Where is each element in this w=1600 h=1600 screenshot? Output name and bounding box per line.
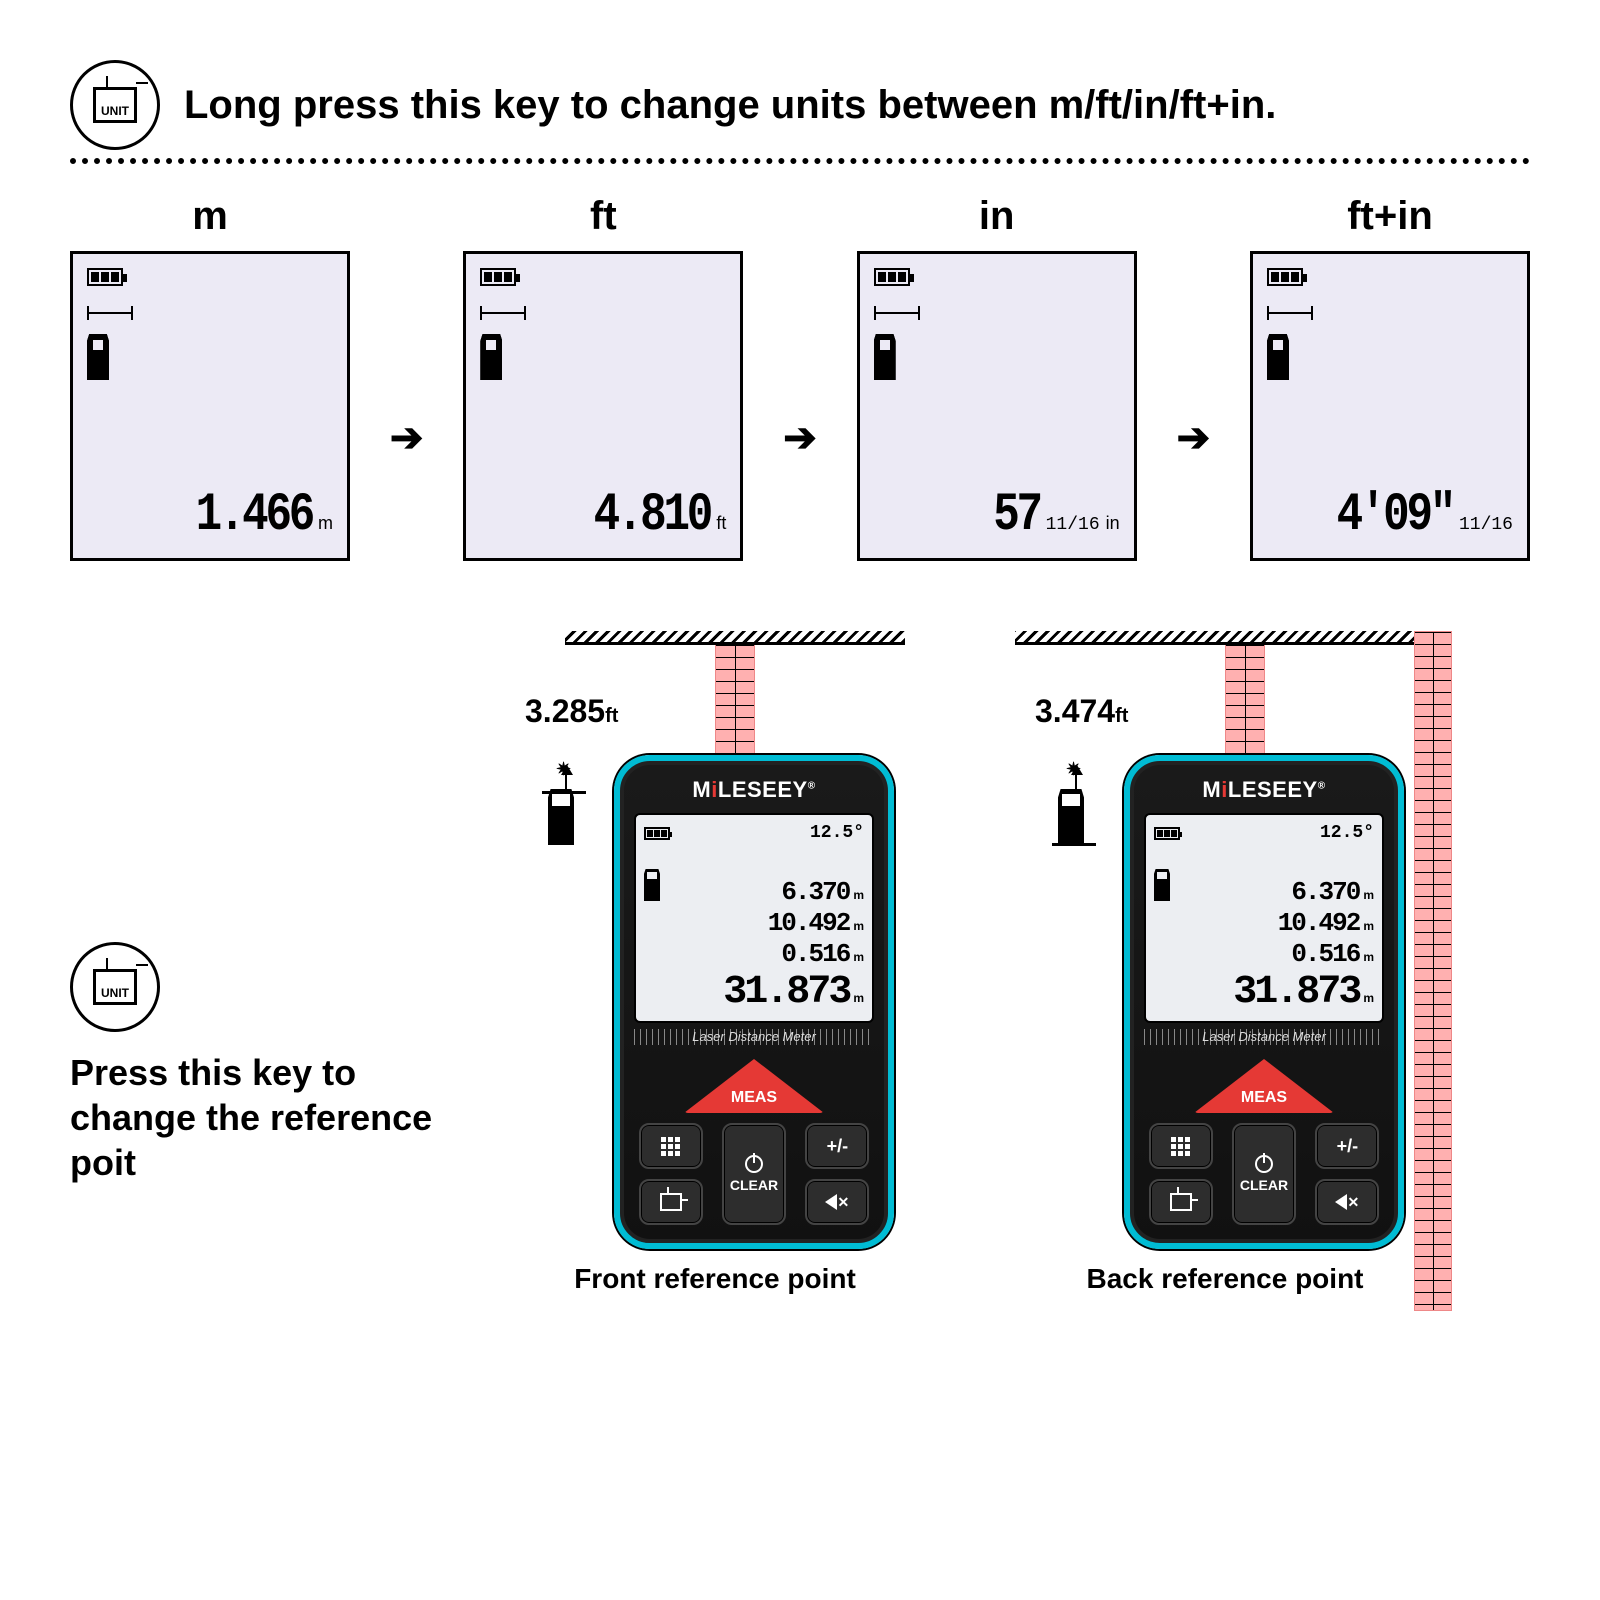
angle-readout: 12.5°: [810, 823, 864, 843]
grid-button[interactable]: [1149, 1123, 1213, 1169]
device-screen: 12.5° 6.370m 10.492m 0.516m 31.873m: [634, 813, 874, 1023]
meas-button[interactable]: MEAS: [684, 1059, 824, 1113]
battery-icon: [644, 827, 670, 840]
laser-device: MiLESEEY® 12.5° 6.370m 10.492m 0.516m 31…: [1124, 755, 1404, 1249]
device-ref-icon: [874, 334, 896, 380]
back-caption: Back reference point: [1087, 1263, 1364, 1295]
reading-row: 0.516: [781, 939, 849, 969]
brand-label: MiLESEEY®: [1144, 777, 1384, 803]
device-screen: 12.5° 6.370m 10.492m 0.516m 31.873m: [1144, 813, 1384, 1023]
sound-button[interactable]: ✕: [1315, 1179, 1379, 1225]
reading-row-main: 31.873: [1233, 970, 1359, 1015]
unit-screen-ft: ft 4.810 ft: [463, 194, 743, 561]
front-reference-icon: ✷: [536, 765, 600, 865]
sound-button[interactable]: ✕: [805, 1179, 869, 1225]
device-ref-icon: [1154, 869, 1170, 901]
meas-button[interactable]: MEAS: [1194, 1059, 1334, 1113]
brand-label: MiLESEEY®: [634, 777, 874, 803]
back-reference-icon: ✷: [1046, 765, 1110, 865]
unit-button-label: UNIT: [93, 969, 137, 1005]
lcd-fraction: 11/16: [1459, 515, 1513, 535]
reading-row: 10.492: [768, 908, 850, 938]
lcd-screen: 4'09" 11/16: [1250, 251, 1530, 561]
angle-readout: 12.5°: [1320, 823, 1374, 843]
unit-label: m: [192, 194, 228, 239]
laser-beam: [715, 645, 755, 755]
lcd-value: 4'09": [1337, 485, 1453, 546]
unit-screen-m: m 1.466 m: [70, 194, 350, 561]
reading-row: 10.492: [1278, 908, 1360, 938]
ruler-strip: Laser Distance Meter: [1144, 1029, 1384, 1045]
lcd-screen: 1.466 m: [70, 251, 350, 561]
unit-button-icon: UNIT: [70, 942, 160, 1032]
unit-ref-button[interactable]: [1149, 1179, 1213, 1225]
back-reference-block: 3.474ft ✷ MiLESEEY® 12.5°: [990, 631, 1460, 1295]
dimension-icon: [874, 306, 920, 320]
lcd-value: 57: [993, 485, 1040, 546]
front-caption: Front reference point: [574, 1263, 856, 1295]
reference-caption-block: UNIT Press this key to change the refere…: [70, 631, 470, 1295]
device-ref-icon: [1267, 334, 1289, 380]
unit-button-icon: UNIT: [70, 60, 160, 150]
unit-label: ft+in: [1347, 194, 1433, 239]
laser-beam-full: [1414, 631, 1452, 1311]
battery-icon: [480, 268, 516, 286]
device-ref-icon: [480, 334, 502, 380]
dimension-icon: [480, 306, 526, 320]
lcd-fraction: 11/16: [1046, 515, 1100, 535]
dimension-icon: [87, 306, 133, 320]
plus-minus-button[interactable]: +/-: [1315, 1123, 1379, 1169]
unit-button-label: UNIT: [93, 87, 137, 123]
unit-label: ft: [590, 194, 617, 239]
reading-row: 0.516: [1291, 939, 1359, 969]
arrow-icon: ➔: [777, 415, 823, 461]
headline: Long press this key to change units betw…: [184, 83, 1276, 128]
lcd-unit: ft: [716, 513, 726, 534]
unit-screen-ftin: ft+in 4'09" 11/16: [1250, 194, 1530, 561]
battery-icon: [87, 268, 123, 286]
ceiling-hatch: [565, 631, 905, 645]
battery-icon: [1154, 827, 1180, 840]
device-ref-icon: [644, 869, 660, 901]
battery-icon: [874, 268, 910, 286]
ceiling-hatch: [1015, 631, 1435, 645]
laser-device: MiLESEEY® 12.5° 6.370m 10.492m 0.516m 31…: [614, 755, 894, 1249]
grid-button[interactable]: [639, 1123, 703, 1169]
reading-row: 6.370: [1291, 877, 1359, 907]
power-clear-button[interactable]: CLEAR: [722, 1123, 786, 1225]
dotted-divider: [70, 158, 1530, 164]
reference-caption: Press this key to change the reference p…: [70, 1050, 470, 1185]
reading-row: 6.370: [781, 877, 849, 907]
plus-minus-button[interactable]: +/-: [805, 1123, 869, 1169]
lcd-unit: in: [1106, 513, 1120, 534]
unit-label: in: [979, 194, 1015, 239]
battery-icon: [1267, 268, 1303, 286]
keypad: MEAS CLEAR +/- ✕: [634, 1059, 874, 1225]
dimension-icon: [1267, 306, 1313, 320]
lcd-screen: 57 11/16 in: [857, 251, 1137, 561]
unit-screen-in: in 57 11/16 in: [857, 194, 1137, 561]
front-distance: 3.285ft: [525, 693, 618, 730]
arrow-icon: ➔: [1171, 415, 1217, 461]
unit-screens-row: m 1.466 m ➔ ft 4.810 ft ➔ in: [70, 194, 1530, 561]
laser-beam: [1225, 645, 1265, 755]
back-distance: 3.474ft: [1035, 693, 1128, 730]
reading-row-main: 31.873: [723, 970, 849, 1015]
power-clear-button[interactable]: CLEAR: [1232, 1123, 1296, 1225]
arrow-icon: ➔: [384, 415, 430, 461]
lcd-unit: m: [318, 513, 333, 534]
ruler-strip: Laser Distance Meter: [634, 1029, 874, 1045]
lcd-screen: 4.810 ft: [463, 251, 743, 561]
lcd-value: 1.466: [196, 485, 312, 546]
keypad: MEAS CLEAR +/- ✕: [1144, 1059, 1384, 1225]
front-reference-block: 3.285ft ✷ MiLESEEY® 12.5°: [480, 631, 950, 1295]
lcd-value: 4.810: [594, 485, 710, 546]
unit-ref-button[interactable]: [639, 1179, 703, 1225]
device-ref-icon: [87, 334, 109, 380]
